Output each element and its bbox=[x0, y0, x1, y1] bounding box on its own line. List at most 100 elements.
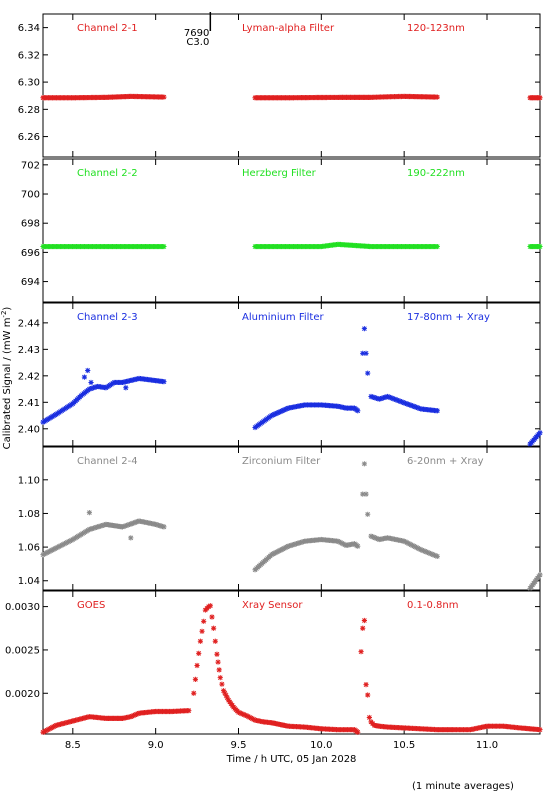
data-point bbox=[363, 682, 369, 688]
data-point bbox=[186, 708, 192, 714]
panel-label: 0.1-0.8nm bbox=[407, 600, 459, 611]
data-point bbox=[363, 350, 369, 356]
data-point bbox=[133, 711, 139, 717]
data-point bbox=[81, 374, 88, 380]
data-point bbox=[215, 659, 221, 665]
data-point bbox=[433, 553, 439, 559]
data-point bbox=[365, 692, 371, 698]
data-point bbox=[365, 511, 371, 517]
data-point bbox=[199, 628, 205, 634]
y-tick-label: 6.26 bbox=[18, 132, 40, 143]
data-point bbox=[360, 491, 366, 497]
legend-marker bbox=[361, 461, 367, 467]
data-point bbox=[431, 552, 438, 558]
data-point bbox=[371, 534, 377, 540]
y-tick-label: 1.10 bbox=[18, 475, 40, 486]
x-tick-label: 9.5 bbox=[231, 740, 247, 751]
panel-label: Channel 2-1 bbox=[77, 23, 138, 34]
y-tick-label: 1.06 bbox=[18, 543, 40, 554]
data-point bbox=[235, 709, 242, 715]
x-axis-label: Time / h UTC, 05 Jan 2028 bbox=[226, 754, 357, 765]
data-point bbox=[86, 510, 92, 516]
data-point bbox=[537, 243, 543, 250]
y-tick-label: 2.41 bbox=[18, 398, 40, 409]
data-point bbox=[426, 550, 432, 556]
data-point bbox=[223, 692, 229, 699]
data-point bbox=[391, 396, 398, 402]
data-point bbox=[217, 675, 223, 681]
data-point bbox=[194, 662, 200, 669]
data-point bbox=[420, 548, 427, 554]
series-4 bbox=[40, 491, 543, 591]
data-point bbox=[237, 710, 243, 716]
data-point bbox=[537, 430, 543, 436]
series-5 bbox=[40, 603, 543, 735]
series-2 bbox=[40, 241, 543, 250]
data-point bbox=[387, 394, 393, 401]
y-tick-label: 2.42 bbox=[18, 371, 40, 382]
data-point bbox=[400, 399, 406, 405]
data-point bbox=[206, 604, 212, 610]
data-point bbox=[405, 401, 411, 407]
panel-label: 120-123nm bbox=[407, 23, 465, 34]
footnote: (1 minute averages) bbox=[412, 781, 514, 792]
data-point bbox=[390, 395, 396, 402]
data-point bbox=[355, 729, 361, 735]
data-point bbox=[196, 650, 202, 656]
y-tick-label: 2.43 bbox=[18, 345, 40, 356]
event-annotation: 7690 bbox=[184, 28, 209, 39]
data-point bbox=[402, 400, 409, 406]
data-point bbox=[434, 553, 440, 559]
data-point bbox=[365, 370, 371, 376]
panel-label: Herzberg Filter bbox=[242, 168, 317, 179]
panel-4: 1.04 1.06 1.08 1.10 Channel 2-4 Zirconium Fil… bbox=[18, 446, 543, 591]
x-tick-label: 10.0 bbox=[310, 740, 332, 751]
panel-3: 2.40 2.41 2.42 2.43 2.44 Channel 2-3 Aluminium… bbox=[18, 302, 543, 447]
y-tick-label: 1.04 bbox=[18, 576, 40, 587]
data-point bbox=[384, 393, 391, 400]
data-point bbox=[401, 400, 407, 406]
panel-frame bbox=[42, 13, 541, 158]
y-tick-label: 2.44 bbox=[18, 318, 40, 329]
data-point bbox=[192, 676, 199, 682]
panel-label: 17-80nm + Xray bbox=[407, 312, 490, 323]
data-point bbox=[415, 405, 421, 411]
data-point bbox=[427, 550, 433, 557]
panel-5: 0.0020 0.0025 0.0030 GOES Xray Sensor 0.1-0.8… bbox=[5, 590, 543, 735]
y-tick-label: 2.40 bbox=[18, 424, 40, 435]
data-point bbox=[418, 547, 424, 553]
y-tick-label: 1.08 bbox=[18, 509, 40, 520]
series-3 bbox=[40, 350, 543, 447]
y-tick-label: 0.0030 bbox=[5, 602, 40, 613]
data-point bbox=[197, 638, 203, 644]
data-point bbox=[412, 404, 418, 410]
data-point bbox=[404, 401, 410, 407]
data-point bbox=[369, 534, 376, 540]
data-point bbox=[161, 379, 167, 385]
panel-2: 694 696 698 700 702 Channel 2-2 Herzberg Filte… bbox=[21, 158, 543, 303]
data-point bbox=[132, 712, 138, 718]
data-point bbox=[537, 572, 543, 578]
panel-label: Channel 2-3 bbox=[77, 312, 138, 323]
data-point bbox=[85, 367, 91, 374]
data-point bbox=[413, 404, 420, 411]
data-point bbox=[386, 394, 392, 400]
data-point bbox=[242, 712, 248, 718]
data-point bbox=[240, 711, 246, 717]
data-point bbox=[355, 543, 361, 549]
data-point bbox=[363, 491, 369, 497]
panel-label: Zirconium Filter bbox=[242, 456, 321, 467]
data-point bbox=[372, 535, 378, 541]
data-point bbox=[537, 727, 543, 733]
data-point bbox=[434, 94, 440, 100]
data-point bbox=[408, 402, 414, 408]
y-tick-label: 6.34 bbox=[18, 23, 40, 34]
data-point bbox=[220, 688, 227, 694]
data-point bbox=[130, 712, 137, 719]
y-tick-label: 6.32 bbox=[18, 50, 40, 61]
y-tick-label: 694 bbox=[21, 277, 40, 288]
panel-label: 6-20nm + Xray bbox=[407, 456, 484, 467]
data-point bbox=[373, 535, 380, 542]
data-point bbox=[360, 625, 366, 631]
panel-label: Lyman-alpha Filter bbox=[242, 23, 335, 34]
